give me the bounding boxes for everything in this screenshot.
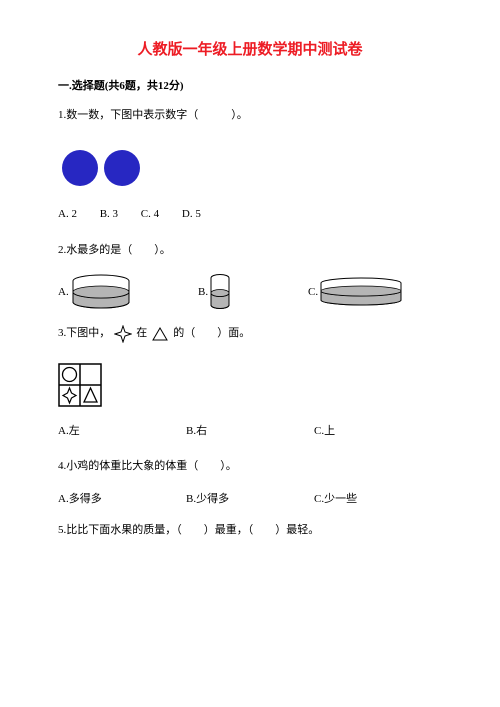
q3-opt-a: A.左: [58, 422, 186, 438]
q2-text: 2.水最多的是（ ）。: [58, 242, 442, 260]
q4-opt-a: A.多得多: [58, 490, 186, 506]
q2-cup-c-icon: [318, 277, 404, 307]
q3-text: 3.下图中， 在 的（ ）面。: [58, 325, 442, 343]
q1-options: A. 2 B. 3 C. 4 D. 5: [58, 208, 442, 220]
q1-opt-c: C. 4: [141, 208, 159, 220]
q3-text-b: 在: [136, 325, 147, 343]
four-point-star-icon: [114, 325, 132, 343]
q2-label-c: C.: [308, 286, 318, 298]
triangle-icon: [151, 326, 169, 342]
q5-text: 5.比比下面水果的质量，（ ）最重，（ ）最轻。: [58, 522, 442, 540]
q4-text: 4.小鸡的体重比大象的体重（ ）。: [58, 458, 442, 476]
page-title: 人教版一年级上册数学期中测试卷: [58, 38, 442, 59]
q3-text-a: 3.下图中，: [58, 325, 110, 343]
q1-opt-d: D. 5: [182, 208, 201, 220]
q3-text-c: 的（ ）面。: [173, 325, 250, 343]
q2-cup-b-icon: [208, 273, 232, 311]
q3-opt-b: B.右: [186, 422, 314, 438]
q2-label-a: A.: [58, 286, 69, 298]
q1-opt-b: B. 3: [100, 208, 118, 220]
q1-figure: [58, 145, 148, 191]
q3-figure: [58, 363, 102, 412]
q2-options: A. B. C.: [58, 273, 442, 311]
q2-cup-a-icon: [69, 274, 133, 310]
q4-options: A.多得多 B.少得多 C.少一些: [58, 490, 442, 506]
q4-opt-b: B.少得多: [186, 490, 314, 506]
q3-opt-c: C.上: [314, 422, 442, 438]
q3-options: A.左 B.右 C.上: [58, 422, 442, 438]
q4-opt-c: C.少一些: [314, 490, 442, 506]
section-1-header: 一.选择题(共6题，共12分): [58, 77, 442, 93]
q1-text: 1.数一数，下图中表示数字（ ）。: [58, 107, 442, 125]
q1-opt-a: A. 2: [58, 208, 77, 220]
q2-label-b: B.: [198, 286, 208, 298]
